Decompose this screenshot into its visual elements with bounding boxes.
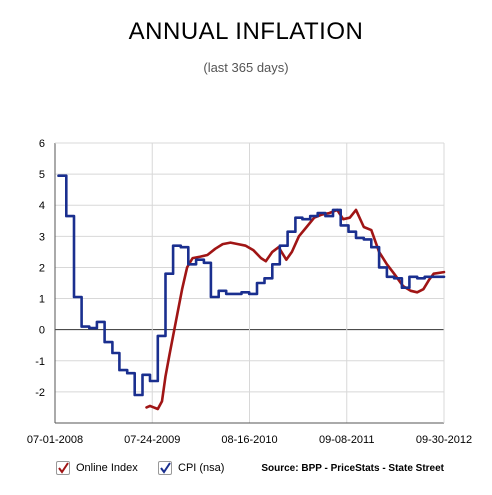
legend-label-cpi: CPI (nsa): [178, 462, 225, 474]
x-tick-label: 09-08-2011: [319, 434, 374, 446]
check-icon: [58, 462, 69, 474]
y-tick-label: 1: [39, 294, 45, 306]
chart-title: ANNUAL INFLATION: [128, 18, 364, 45]
source-note: Source: BPP - PriceStats - State Street: [261, 463, 444, 474]
check-icon: [160, 462, 171, 474]
x-tick-label: 07-24-2009: [124, 434, 180, 446]
y-tick-label: -2: [35, 387, 45, 399]
checkbox-cpi[interactable]: [158, 461, 172, 475]
chart-subtitle: (last 365 days): [203, 60, 289, 75]
y-tick-label: -1: [35, 356, 45, 368]
x-tick-label: 07-01-2008: [27, 434, 83, 446]
legend-item-online[interactable]: Online Index: [56, 461, 138, 475]
y-tick-label: 2: [39, 262, 45, 274]
cpi-line: [57, 174, 446, 397]
y-tick-label: 3: [39, 231, 45, 243]
legend-item-cpi[interactable]: CPI (nsa): [158, 461, 224, 475]
x-tick-label: 09-30-2012: [416, 434, 472, 446]
legend-label-online: Online Index: [76, 462, 138, 474]
y-tick-label: 0: [39, 325, 45, 337]
legend: Online Index CPI (nsa): [56, 461, 456, 479]
y-tick-label: 4: [39, 200, 45, 212]
checkbox-online[interactable]: [56, 461, 70, 475]
y-tick-label: 6: [39, 138, 45, 150]
online-index-line: [145, 208, 446, 411]
x-tick-label: 08-16-2010: [221, 434, 277, 446]
y-tick-label: 5: [39, 169, 45, 181]
